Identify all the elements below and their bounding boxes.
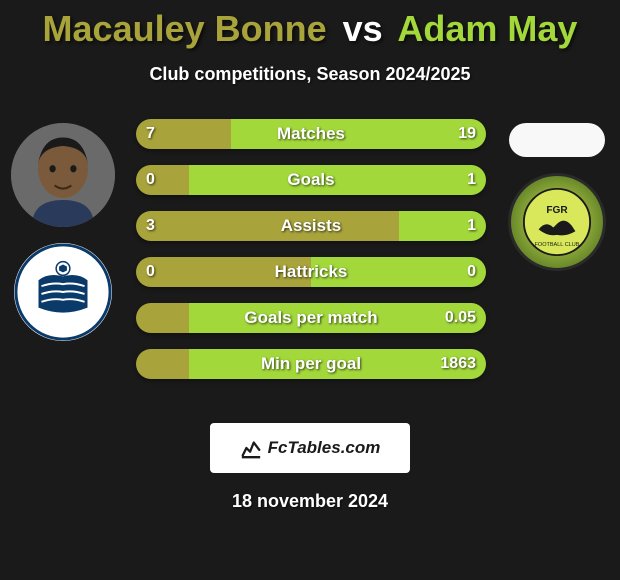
stat-row: Goals0 1 [136,165,486,195]
stat-value-right: 0 [457,257,486,287]
vs-text: vs [343,8,383,49]
stat-row: Min per goal1863 [136,349,486,379]
left-avatar-column [8,123,118,341]
stat-row: Matches7 19 [136,119,486,149]
subtitle: Club competitions, Season 2024/2025 [0,64,620,85]
svg-text:FGR: FGR [546,205,568,216]
stat-label: Goals per match [136,303,486,333]
stat-value-left: 0 [136,257,165,287]
site-badge: FcTables.com [210,423,410,473]
site-name: FcTables.com [268,438,381,458]
comparison-main: FGR FOOTBALL CLUB Matches719Goals01Assis… [0,123,620,403]
stat-value-right: 0.05 [435,303,486,333]
chart-icon [240,437,262,459]
player1-club-logo [14,243,112,341]
stat-value-right: 1 [457,165,486,195]
stat-label: Hattricks [136,257,486,287]
stat-value-right: 19 [448,119,486,149]
right-avatar-column: FGR FOOTBALL CLUB [502,123,612,271]
stat-row: Hattricks0 0 [136,257,486,287]
club2-logo-icon: FGR FOOTBALL CLUB [511,176,603,268]
stat-value-right: 1863 [430,349,486,379]
player1-name: Macauley Bonne [43,8,327,49]
player2-photo [509,123,605,157]
player2-club-logo: FGR FOOTBALL CLUB [508,173,606,271]
stats-bars: Matches719Goals01Assists31Hattricks00Goa… [136,119,486,395]
club1-logo-icon [14,243,112,341]
stat-value-left: 3 [136,211,165,241]
stat-row: Assists3 1 [136,211,486,241]
date-text: 18 november 2024 [0,491,620,512]
stat-value-right: 1 [457,211,486,241]
stat-label: Matches [136,119,486,149]
player1-photo-icon [11,123,115,227]
stat-value-left [136,303,156,333]
player1-photo [11,123,115,227]
stat-value-left: 7 [136,119,165,149]
stat-value-left [136,349,156,379]
stat-label: Goals [136,165,486,195]
player2-name: Adam May [397,8,577,49]
stat-value-left: 0 [136,165,165,195]
comparison-title: Macauley Bonne vs Adam May [0,0,620,50]
svg-text:FOOTBALL CLUB: FOOTBALL CLUB [535,242,580,248]
stat-label: Assists [136,211,486,241]
stat-row: Goals per match0.05 [136,303,486,333]
